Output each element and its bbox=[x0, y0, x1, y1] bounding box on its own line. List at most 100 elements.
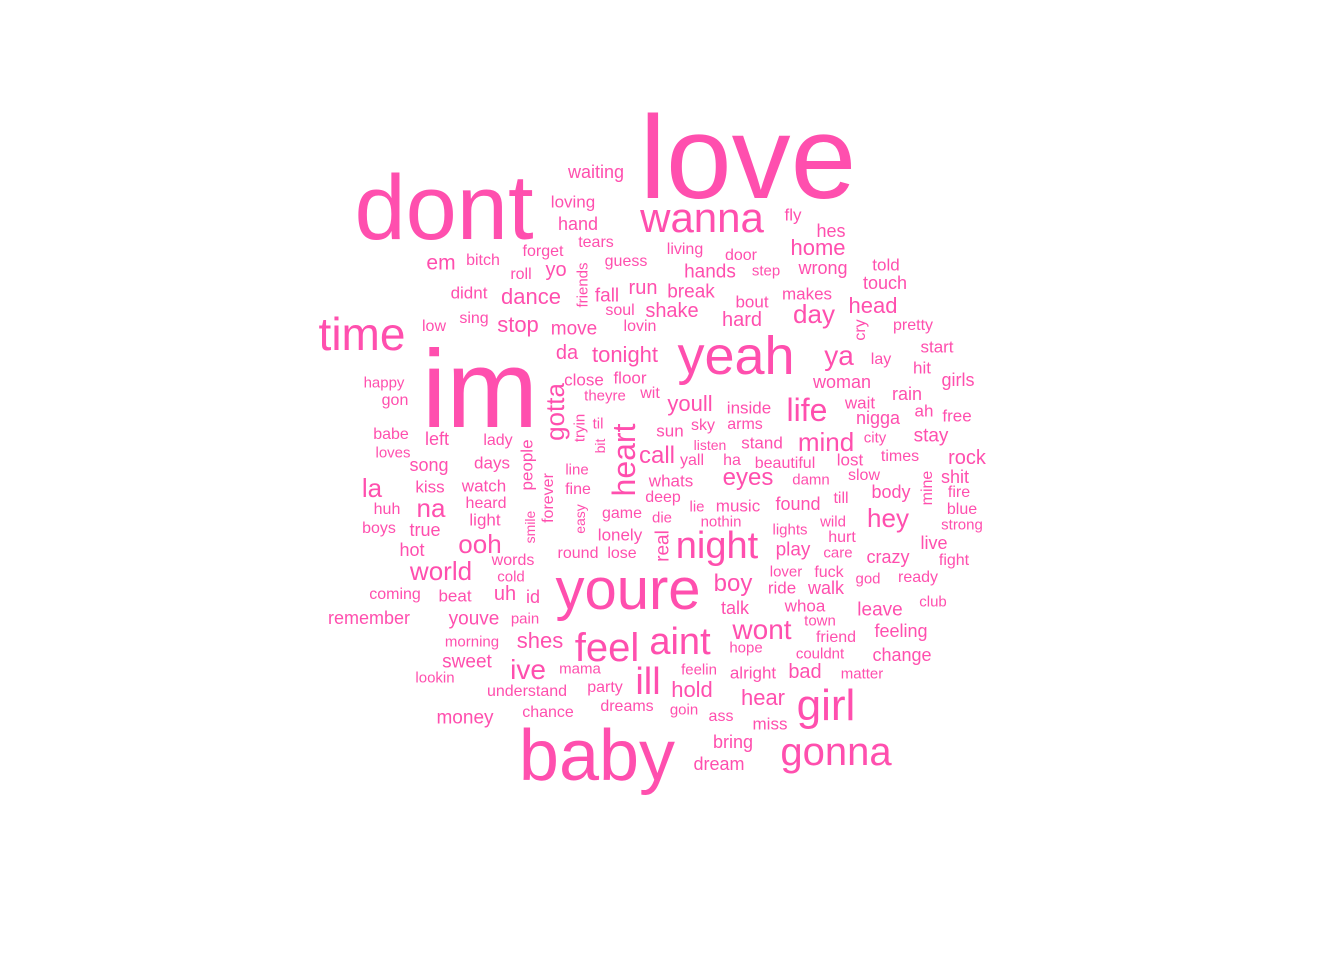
word-forever: forever bbox=[540, 473, 557, 523]
word-youll: youll bbox=[667, 391, 713, 416]
word-care: care bbox=[823, 544, 853, 562]
word-watch: watch bbox=[461, 476, 507, 496]
word-hes: hes bbox=[816, 221, 846, 241]
word-wait: wait bbox=[844, 393, 876, 413]
word-heart: heart bbox=[606, 423, 642, 497]
word-wrong: wrong bbox=[798, 258, 848, 278]
word-loves: loves bbox=[375, 444, 411, 462]
word-body: body bbox=[871, 482, 911, 502]
word-mind: mind bbox=[797, 427, 855, 457]
word-yo: yo bbox=[545, 259, 567, 281]
word-close: close bbox=[564, 370, 604, 390]
word-listen: listen bbox=[693, 437, 727, 453]
word-coming: coming bbox=[369, 586, 421, 603]
word-fall: fall bbox=[594, 285, 620, 307]
word-beat: beat bbox=[438, 586, 472, 606]
word-hand: hand bbox=[557, 214, 599, 234]
word-eyes: eyes bbox=[722, 464, 774, 491]
word-touch: touch bbox=[862, 273, 908, 293]
word-die: die bbox=[651, 509, 673, 527]
word-start: start bbox=[920, 337, 954, 357]
word-bitch: bitch bbox=[466, 252, 500, 269]
word-strong: strong bbox=[941, 516, 983, 534]
word-told: told bbox=[872, 255, 900, 275]
word-hard: hard bbox=[721, 309, 763, 331]
word-understand: understand bbox=[486, 683, 568, 700]
word-cold: cold bbox=[497, 568, 525, 586]
word-lady: lady bbox=[483, 432, 513, 449]
word-low: low bbox=[421, 318, 447, 335]
word-times: times bbox=[880, 448, 920, 465]
word-fight: fight bbox=[938, 552, 970, 569]
word-theyre: theyre bbox=[584, 387, 626, 405]
word-da: da bbox=[555, 342, 579, 364]
word-hands: hands bbox=[684, 261, 736, 283]
word-chance: chance bbox=[522, 704, 574, 721]
word-uh: uh bbox=[493, 583, 517, 605]
word-true: true bbox=[409, 520, 441, 540]
word-hold: hold bbox=[671, 677, 713, 702]
word-feel: feel bbox=[574, 626, 640, 670]
word-gon: gon bbox=[381, 392, 409, 409]
word-ride: ride bbox=[767, 578, 797, 598]
word-gotta: gotta bbox=[540, 383, 570, 441]
word-found: found bbox=[775, 494, 821, 514]
word-fire: fire bbox=[947, 484, 971, 501]
word-miss: miss bbox=[752, 714, 788, 734]
word-id: id bbox=[525, 587, 541, 607]
word-city: city bbox=[863, 429, 887, 447]
word-happy: happy bbox=[363, 374, 405, 392]
word-forget: forget bbox=[522, 243, 564, 260]
word-damn: damn bbox=[792, 471, 830, 489]
word-play: play bbox=[775, 539, 811, 561]
word-stay: stay bbox=[913, 425, 949, 447]
word-nigga: nigga bbox=[855, 408, 901, 428]
word-couldnt: couldnt bbox=[795, 645, 845, 663]
word-youve: youve bbox=[448, 608, 500, 630]
word-hurt: hurt bbox=[828, 529, 856, 546]
word-money: money bbox=[436, 707, 494, 729]
word-love: love bbox=[639, 92, 857, 224]
word-floor: floor bbox=[613, 368, 647, 388]
word-matter: matter bbox=[840, 665, 884, 683]
word-wit: wit bbox=[640, 385, 660, 402]
word-run: run bbox=[628, 277, 658, 299]
word-cry: cry bbox=[852, 319, 869, 341]
word-friends: friends bbox=[574, 262, 592, 308]
word-aint: aint bbox=[649, 621, 711, 663]
word-fine: fine bbox=[565, 481, 591, 498]
word-call: call bbox=[638, 442, 676, 469]
word-words: words bbox=[491, 552, 535, 569]
word-bring: bring bbox=[712, 732, 754, 752]
word-town: town bbox=[804, 612, 836, 630]
word-left: left bbox=[424, 429, 450, 449]
word-break: break bbox=[667, 281, 715, 303]
word-remember: remember bbox=[327, 608, 411, 628]
word-loving: loving bbox=[550, 192, 596, 212]
word-music: music bbox=[715, 496, 761, 516]
word-party: party bbox=[587, 679, 623, 696]
word-lookin: lookin bbox=[415, 669, 455, 687]
word-hear: hear bbox=[740, 685, 786, 710]
word-lie: lie bbox=[689, 498, 705, 516]
word-bad: bad bbox=[788, 661, 822, 683]
word-na: na bbox=[416, 493, 446, 523]
word-dreams: dreams bbox=[600, 698, 654, 715]
word-crazy: crazy bbox=[866, 547, 910, 567]
word-lights: lights bbox=[772, 521, 808, 539]
word-head: head bbox=[848, 293, 898, 318]
word-stop: stop bbox=[497, 312, 539, 337]
word-slow: slow bbox=[847, 467, 881, 484]
word-hot: hot bbox=[399, 540, 425, 560]
word-door: door bbox=[724, 247, 758, 264]
word-shit: shit bbox=[940, 467, 970, 487]
word-line: line bbox=[565, 461, 589, 479]
word-ready: ready bbox=[897, 569, 939, 586]
word-living: living bbox=[666, 241, 704, 258]
word-lay: lay bbox=[870, 351, 892, 368]
word-club: club bbox=[919, 593, 947, 611]
word-friend: friend bbox=[815, 629, 857, 646]
word-arms: arms bbox=[727, 416, 763, 433]
word-fuck: fuck bbox=[814, 564, 844, 581]
word-la: la bbox=[361, 473, 383, 503]
